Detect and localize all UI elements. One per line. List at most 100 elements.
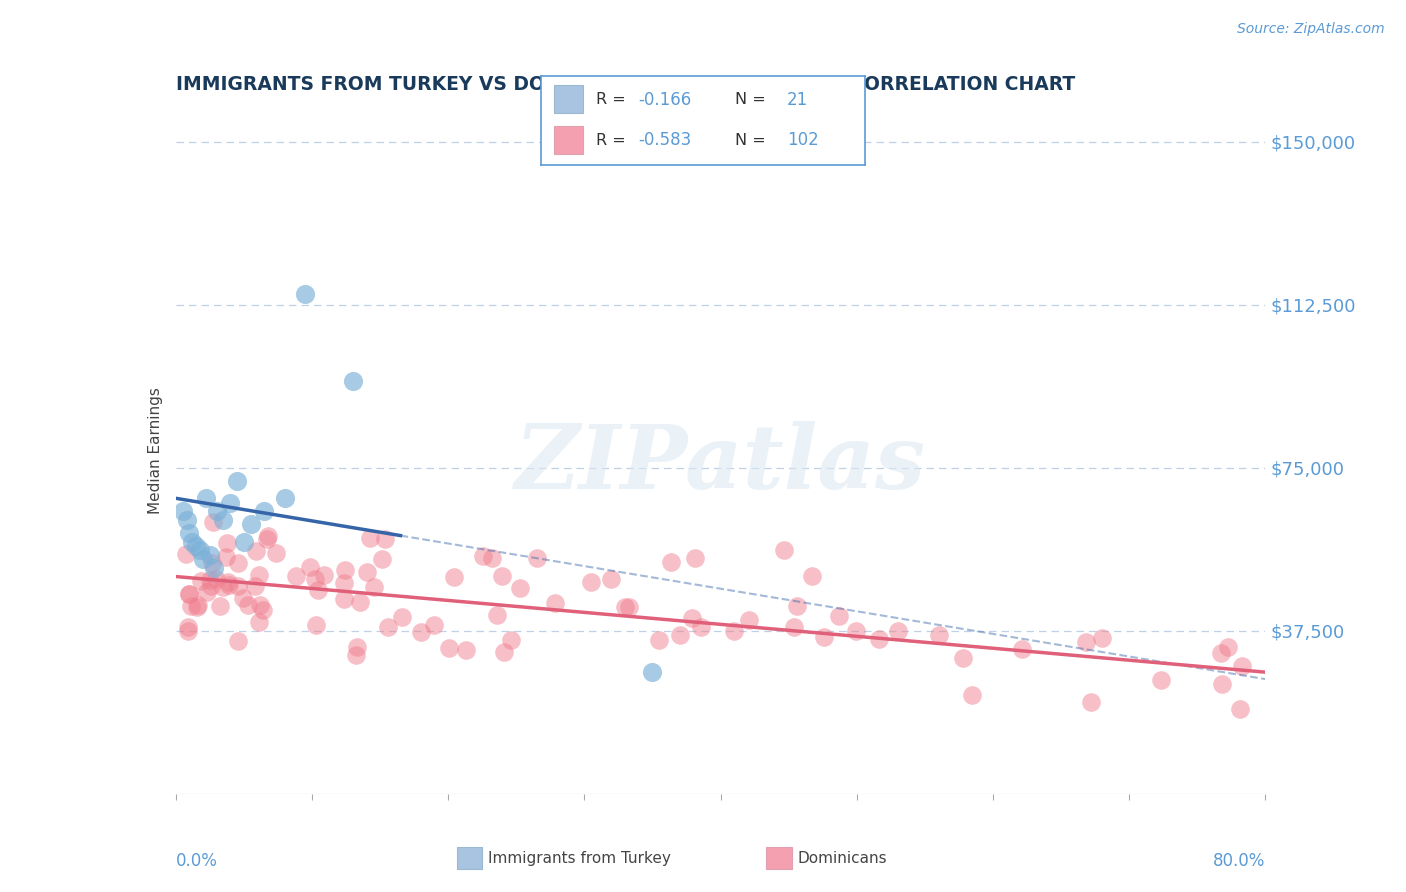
Point <box>200 579 222 593</box>
Text: Source: ZipAtlas.com: Source: ZipAtlas.com <box>1237 22 1385 37</box>
Point <box>219 495 242 509</box>
Text: Dominicans: Dominicans <box>797 851 887 865</box>
Point <box>499 633 522 648</box>
Point <box>285 568 308 582</box>
Point <box>685 551 707 566</box>
Point <box>374 532 396 546</box>
Text: 21: 21 <box>787 91 808 109</box>
Point <box>205 572 228 586</box>
Point <box>356 565 378 579</box>
Point <box>177 620 200 634</box>
Point <box>689 620 711 634</box>
Point <box>186 599 208 614</box>
Point <box>247 615 270 629</box>
Point <box>298 560 321 574</box>
Point <box>177 586 200 600</box>
Point <box>669 628 692 642</box>
Point <box>174 547 197 561</box>
Point <box>472 549 495 564</box>
Point <box>371 552 394 566</box>
Point <box>614 599 637 614</box>
Text: R =: R = <box>596 133 626 147</box>
Point <box>868 632 890 646</box>
Point <box>1232 659 1254 673</box>
Point <box>494 645 516 659</box>
Point <box>411 624 433 639</box>
Point <box>349 595 371 609</box>
Y-axis label: Median Earnings: Median Earnings <box>148 387 163 514</box>
Point <box>1218 640 1240 654</box>
Point <box>443 569 465 583</box>
Point <box>599 572 621 586</box>
Point <box>773 543 796 558</box>
Point <box>205 504 228 518</box>
Text: 0.0%: 0.0% <box>176 852 218 870</box>
Point <box>1209 646 1232 660</box>
Point <box>256 532 278 546</box>
Point <box>195 585 218 599</box>
Point <box>228 634 250 648</box>
Point <box>481 551 503 566</box>
Point <box>257 529 280 543</box>
Point <box>208 599 231 613</box>
Point <box>1229 702 1251 716</box>
Point <box>294 287 316 301</box>
Point <box>346 640 368 654</box>
Point <box>952 651 974 665</box>
Point <box>335 563 357 577</box>
Point <box>266 546 288 560</box>
Point <box>786 599 808 613</box>
Point <box>190 574 212 589</box>
Text: 80.0%: 80.0% <box>1213 852 1265 870</box>
Point <box>215 550 238 565</box>
Point <box>813 630 835 644</box>
Point <box>800 569 823 583</box>
Point <box>249 598 271 612</box>
Point <box>181 534 204 549</box>
Point <box>1011 641 1033 656</box>
Point <box>543 596 565 610</box>
Point <box>238 599 260 613</box>
Text: N =: N = <box>735 133 766 147</box>
Text: 102: 102 <box>787 131 818 149</box>
Point <box>359 531 381 545</box>
Point <box>200 574 222 588</box>
Point <box>247 568 270 582</box>
Point <box>191 552 214 566</box>
Point <box>1076 635 1098 649</box>
Point <box>641 665 664 680</box>
Point <box>245 544 267 558</box>
Point <box>486 608 509 623</box>
Point <box>738 613 761 627</box>
Bar <box>554 126 583 154</box>
Point <box>491 569 513 583</box>
Point <box>179 526 201 541</box>
Point <box>845 624 868 639</box>
Text: ZIPatlas: ZIPatlas <box>515 421 927 508</box>
Point <box>217 574 239 589</box>
Point <box>201 515 224 529</box>
Point <box>232 591 254 606</box>
Point <box>1080 695 1102 709</box>
Point <box>186 539 208 553</box>
Point <box>1091 631 1114 645</box>
Point <box>243 579 266 593</box>
Point <box>526 550 548 565</box>
Text: R =: R = <box>596 93 626 107</box>
Point <box>226 579 249 593</box>
Point <box>312 567 335 582</box>
Point <box>274 491 297 506</box>
Text: Immigrants from Turkey: Immigrants from Turkey <box>488 851 671 865</box>
Point <box>423 618 446 632</box>
Text: N =: N = <box>735 93 766 107</box>
Point <box>783 620 806 634</box>
Point <box>194 491 217 506</box>
Point <box>454 643 477 657</box>
Point <box>928 628 950 642</box>
Point <box>215 536 238 550</box>
Text: -0.583: -0.583 <box>638 131 692 149</box>
Point <box>226 556 249 570</box>
Point <box>1150 673 1173 688</box>
Point <box>437 641 460 656</box>
Point <box>232 534 254 549</box>
